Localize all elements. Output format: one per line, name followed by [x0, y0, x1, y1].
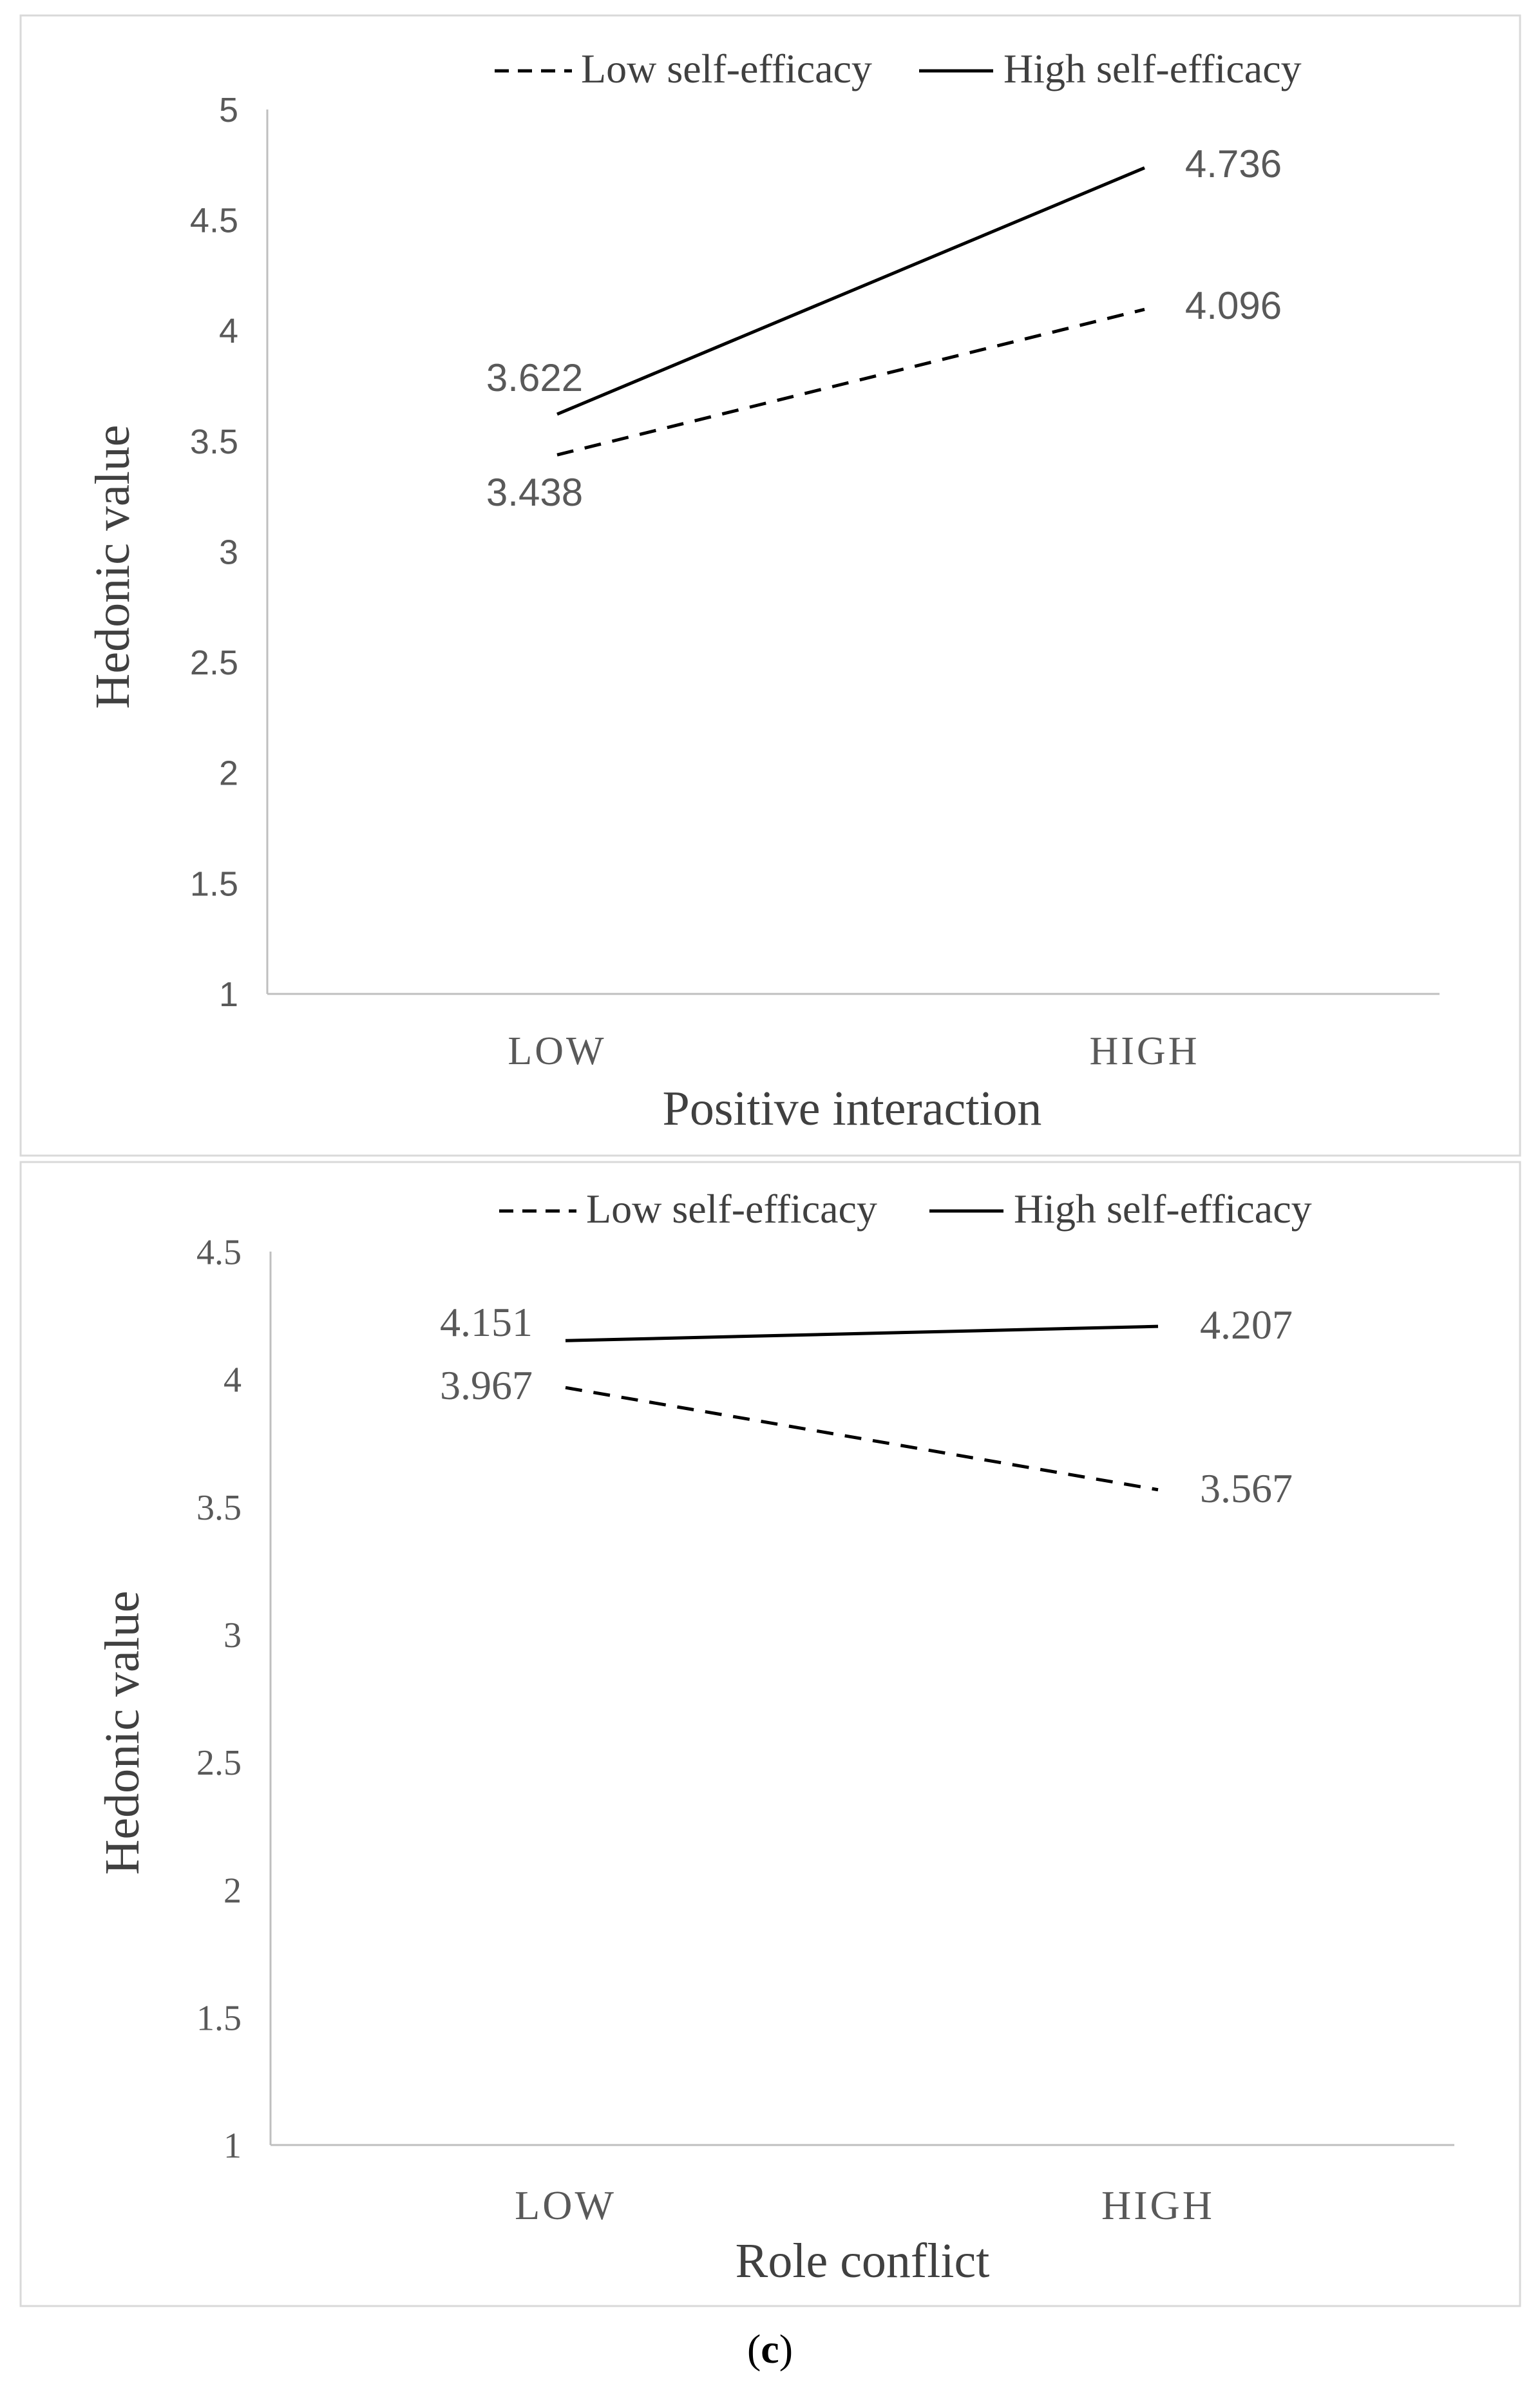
- series-line-high-self-efficacy: [556, 166, 1145, 416]
- y-tick-label: 3: [223, 1616, 242, 1655]
- legend-label: Low self-efficacy: [586, 1186, 877, 1232]
- y-axis-title: Hedonic value: [86, 424, 140, 709]
- chart-1-frame: [19, 14, 1521, 1157]
- y-tick-label: 5: [219, 91, 238, 129]
- caption-open: (: [746, 2326, 761, 2372]
- y-tick-label: 2.5: [190, 644, 238, 682]
- y-tick-label: 2: [223, 1871, 242, 1911]
- data-label: 3.438: [486, 471, 583, 514]
- y-tick-label: 3.5: [196, 1488, 242, 1528]
- x-tick-label: LOW: [508, 1029, 606, 1073]
- y-tick-label: 1: [219, 975, 238, 1014]
- data-label: 4.207: [1200, 1302, 1293, 1348]
- y-tick-label: 1: [223, 2126, 242, 2166]
- figure-caption: (c): [0, 2325, 1540, 2373]
- x-axis-title: Role conflict: [736, 2234, 990, 2288]
- data-label: 3.967: [440, 1362, 533, 1408]
- data-label: 3.622: [486, 356, 583, 399]
- x-axis-title: Positive interaction: [663, 1082, 1042, 1136]
- y-tick-label: 2.5: [196, 1743, 242, 1783]
- chart-2-frame: [19, 1161, 1521, 2307]
- series-line-high-self-efficacy: [565, 1324, 1159, 1342]
- y-tick-label: 4: [219, 312, 238, 350]
- caption-close: ): [779, 2326, 794, 2372]
- legend-label: High self-efficacy: [1014, 1186, 1312, 1232]
- y-tick-label: 3.5: [190, 423, 238, 461]
- y-tick-label: 4: [223, 1360, 242, 1400]
- x-tick-label: HIGH: [1101, 2182, 1215, 2228]
- y-tick-label: 4.5: [190, 202, 238, 240]
- y-tick-label: 1.5: [190, 864, 238, 903]
- x-tick-label: HIGH: [1090, 1029, 1200, 1073]
- y-axis-title: Hedonic value: [95, 1590, 149, 1874]
- y-tick-label: 3: [219, 533, 238, 571]
- chart-1: 1 1.5 2 2.5 3 3.5 4 4.5 5 LOW HIGH Positive interac…: [86, 46, 1440, 1136]
- y-tick-label: 1.5: [196, 1998, 242, 2038]
- series-line-low-self-efficacy: [565, 1386, 1159, 1492]
- data-label: 3.567: [1200, 1465, 1293, 1511]
- y-tick-label: 2: [219, 754, 238, 793]
- data-label: 4.736: [1185, 142, 1282, 186]
- legend-label: High self-efficacy: [1003, 46, 1302, 91]
- legend-label: Low self-efficacy: [581, 46, 872, 91]
- data-label: 4.096: [1185, 284, 1282, 327]
- y-tick-label: 4.5: [196, 1233, 242, 1273]
- chart-2: 1 1.5 2 2.5 3 3.5 4 4.5 LOW HIGH Role conflict Hedo…: [95, 1186, 1454, 2288]
- x-tick-label: LOW: [515, 2182, 616, 2228]
- data-label: 4.151: [440, 1299, 533, 1345]
- caption-letter: c: [761, 2326, 779, 2372]
- series-line-low-self-efficacy: [556, 307, 1145, 457]
